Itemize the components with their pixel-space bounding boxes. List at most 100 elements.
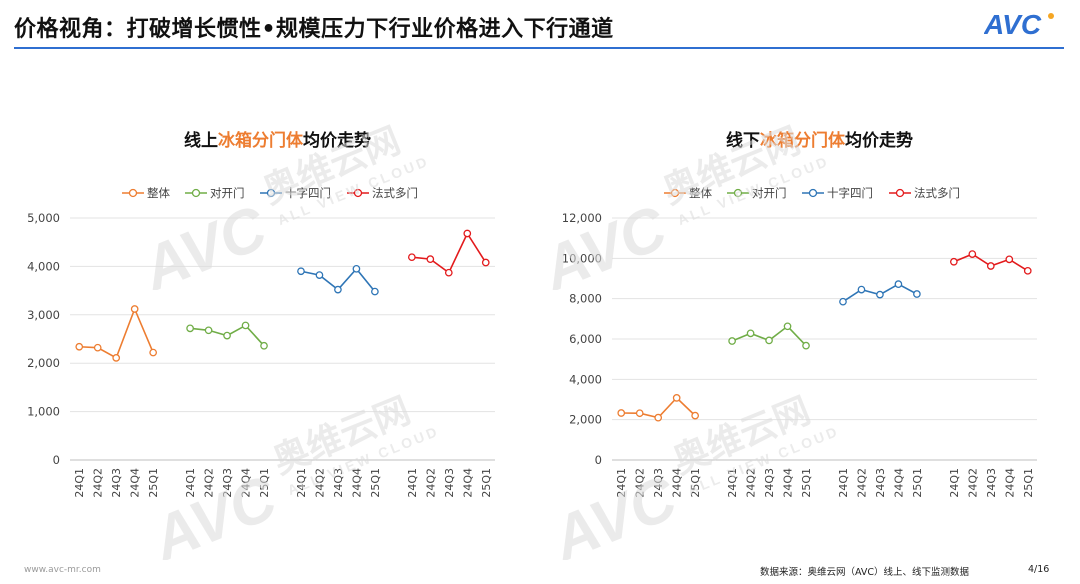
x-tick-label: 24Q1	[726, 468, 739, 498]
x-tick-label: 24Q4	[1003, 468, 1016, 498]
x-tick-label: 24Q3	[221, 468, 234, 498]
x-tick-label: 24Q3	[443, 468, 456, 498]
x-tick-label: 24Q4	[240, 468, 253, 498]
chart-title-part: 均价走势	[845, 130, 913, 151]
x-tick-label: 24Q2	[313, 468, 326, 498]
series-line	[79, 306, 154, 360]
data-point	[839, 297, 847, 306]
x-tick-label: 25Q1	[369, 468, 382, 498]
y-tick-label: 2,000	[27, 356, 60, 370]
x-tick-label: 24Q2	[92, 468, 105, 498]
data-point	[260, 341, 268, 350]
legend-item: 对开门	[185, 186, 245, 200]
y-tick-label: 8,000	[569, 292, 602, 306]
footer-source: 数据来源：奥维云网（AVC）线上、线下监测数据	[760, 567, 970, 578]
online-price-chart: 线上冰箱分门体均价走势 整体 对开门 十字四门 法式多门 0 1,000 2,000 3,000…	[20, 110, 515, 550]
data-point	[986, 262, 995, 270]
data-point	[334, 285, 342, 294]
data-point	[444, 268, 453, 277]
x-tick-label: 24Q4	[461, 468, 474, 498]
data-point	[75, 342, 84, 351]
legend-label: 对开门	[752, 186, 787, 200]
data-point	[691, 411, 700, 420]
legend-label: 整体	[147, 186, 170, 200]
legend-marker	[266, 188, 276, 198]
x-tick-label: 24Q4	[782, 468, 795, 498]
y-tick-label: 3,000	[27, 308, 60, 322]
legend-marker	[191, 188, 201, 198]
x-tick-label: 24Q2	[966, 468, 979, 498]
page-number: 4/16	[1028, 564, 1050, 575]
data-point	[315, 271, 324, 279]
x-tick-label: 24Q2	[424, 468, 437, 498]
x-tick-label: 24Q3	[874, 468, 887, 498]
data-point	[463, 229, 472, 238]
data-point	[426, 255, 435, 263]
legend-marker	[670, 188, 680, 198]
data-point	[857, 285, 866, 294]
legend-marker	[128, 188, 138, 198]
legend-marker	[808, 188, 818, 198]
x-tick-label: 25Q1	[800, 468, 813, 498]
y-tick-label: 4,000	[27, 259, 60, 273]
data-point	[876, 290, 884, 299]
data-point	[241, 321, 250, 330]
logo-dot-icon	[1048, 13, 1054, 19]
avc-logo: AVC	[984, 9, 1054, 40]
data-point	[894, 280, 903, 288]
legend-item: 十字四门	[260, 186, 331, 200]
offline-price-chart: 线下冰箱分门体均价走势 整体 对开门 十字四门 法式多门 0 2,000 4,000 6,000…	[562, 110, 1057, 550]
data-point	[223, 331, 231, 340]
x-tick-label: 24Q1	[73, 468, 86, 498]
chart-title-part: 线下	[726, 130, 760, 151]
data-point	[93, 343, 102, 352]
x-tick-label: 25Q1	[689, 468, 702, 498]
data-point	[297, 267, 305, 276]
data-point	[802, 341, 810, 350]
chart-title-part: 冰箱分门体	[760, 130, 846, 151]
legend-item: 十字四门	[802, 186, 873, 200]
data-point	[672, 394, 681, 402]
x-tick-label: 24Q2	[634, 468, 647, 498]
x-tick-label: 24Q1	[184, 468, 197, 498]
data-point	[1005, 255, 1014, 264]
chart-title-part: 线上	[184, 130, 218, 151]
chart-title: 线上冰箱分门体均价走势	[184, 130, 371, 151]
x-tick-label: 24Q3	[110, 468, 123, 498]
data-point	[371, 287, 379, 296]
x-tick-label: 24Q3	[985, 468, 998, 498]
x-tick-label: 24Q4	[129, 468, 142, 498]
data-point	[635, 409, 644, 418]
data-point	[728, 337, 736, 345]
data-point	[913, 290, 921, 298]
y-tick-label: 12,000	[562, 211, 602, 225]
x-tick-label: 24Q3	[763, 468, 776, 498]
y-tick-label: 5,000	[27, 211, 60, 225]
legend-marker	[733, 188, 743, 198]
x-tick-label: 24Q1	[406, 468, 419, 498]
x-tick-label: 25Q1	[147, 468, 160, 498]
logo-text: AVC	[984, 9, 1042, 40]
page-title: 价格视角：打破增长惯性•规模压力下行业价格进入下行通道	[14, 17, 614, 42]
legend-marker	[895, 188, 905, 198]
data-point	[352, 264, 361, 273]
x-tick-label: 24Q1	[615, 468, 628, 498]
data-point	[407, 253, 416, 262]
data-point	[617, 409, 626, 417]
legend-label: 对开门	[210, 186, 245, 200]
x-tick-label: 24Q2	[203, 468, 216, 498]
legend-label: 整体	[689, 186, 712, 200]
x-tick-label: 24Q4	[892, 468, 905, 498]
data-point	[130, 305, 139, 313]
chart-title: 线下冰箱分门体均价走势	[726, 130, 913, 151]
x-tick-label: 25Q1	[1022, 468, 1035, 498]
x-tick-label: 25Q1	[480, 468, 493, 498]
y-tick-label: 6,000	[569, 332, 602, 346]
chart-title-part: 均价走势	[303, 130, 371, 151]
legend-label: 法式多门	[914, 186, 960, 200]
data-point	[949, 257, 958, 266]
legend-item: 整体	[122, 186, 170, 200]
y-tick-label: 2,000	[569, 413, 602, 427]
